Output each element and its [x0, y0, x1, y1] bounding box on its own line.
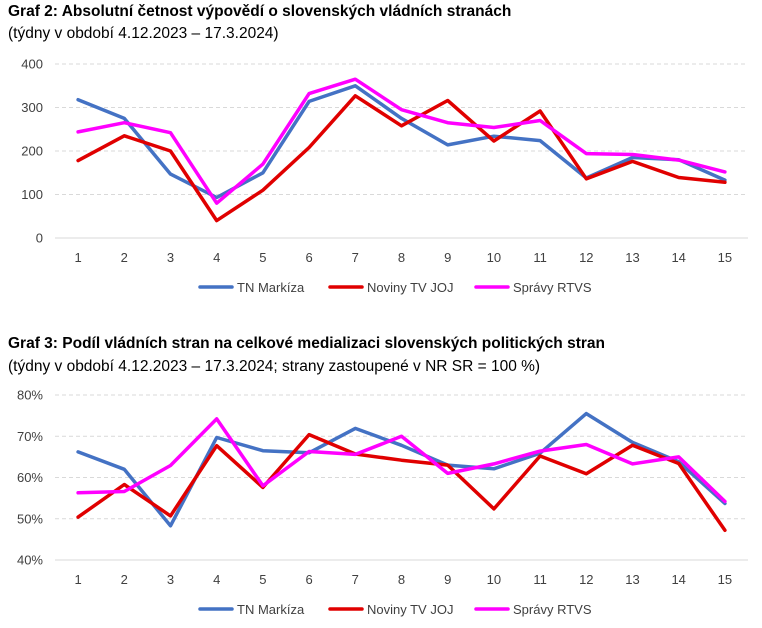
x-tick-label: 11 [533, 250, 547, 265]
x-tick-label: 6 [305, 572, 312, 587]
legend-label: TN Markíza [237, 280, 305, 295]
y-tick-label: 0 [36, 231, 43, 246]
chart-subtitle: (týdny v období 4.12.2023 – 17.3.2024) [8, 25, 279, 42]
x-tick-label: 12 [579, 572, 593, 587]
y-tick-label: 70% [17, 429, 43, 444]
x-tick-label: 8 [398, 250, 405, 265]
chart-subtitle: (týdny v období 4.12.2023 – 17.3.2024; s… [8, 358, 541, 375]
legend-label: Správy RTVS [513, 602, 592, 617]
x-tick-label: 15 [718, 572, 732, 587]
y-tick-label: 200 [21, 144, 43, 159]
chart-graf-2: 0 100 200 300 400 1 2 3 4 5 6 7 8 9 10 11 12 13 14 15 TN Mar… [8, 3, 748, 295]
x-tick-label: 6 [305, 250, 312, 265]
y-tick-label: 100 [21, 187, 43, 202]
x-tick-label: 4 [213, 572, 220, 587]
x-tick-label: 2 [121, 250, 128, 265]
x-tick-label: 12 [579, 250, 593, 265]
y-tick-label: 40% [17, 553, 43, 568]
series-line-noviny-tv-joj [76, 94, 727, 223]
x-tick-label: 10 [487, 250, 501, 265]
x-tick-label: 7 [352, 572, 359, 587]
x-tick-label: 3 [167, 572, 174, 587]
y-tick-label: 60% [17, 470, 43, 485]
y-tick-label: 300 [21, 100, 43, 115]
y-tick-label: 400 [21, 57, 43, 72]
x-tick-label: 14 [671, 250, 685, 265]
x-tick-label: 14 [671, 572, 685, 587]
y-tick-label: 50% [17, 511, 43, 526]
chart-title: Graf 3: Podíl vládních stran na celkové … [8, 335, 605, 352]
series-line-tn-mark-za [76, 411, 727, 528]
x-tick-label: 10 [487, 572, 501, 587]
series-line-noviny-tv-joj [76, 432, 727, 533]
chart-graf-3: 40% 50% 60% 70% 80% 1 2 3 4 5 6 7 8 9 10 11 12 13 14 15 TN M… [0, 332, 762, 628]
legend-label: Noviny TV JOJ [367, 280, 453, 295]
x-tick-label: 15 [718, 250, 732, 265]
x-tick-label: 7 [352, 250, 359, 265]
legend-label: Správy RTVS [513, 280, 592, 295]
y-tick-label: 80% [17, 388, 43, 403]
series-line-spr-vy-rtvs [76, 77, 727, 205]
x-tick-label: 11 [533, 572, 547, 587]
x-tick-label: 13 [625, 572, 639, 587]
x-tick-label: 8 [398, 572, 405, 587]
series-line-tn-mark-za [76, 84, 727, 200]
x-tick-label: 9 [444, 572, 451, 587]
legend-label: Noviny TV JOJ [367, 602, 453, 617]
x-tick-label: 3 [167, 250, 174, 265]
x-tick-label: 4 [213, 250, 220, 265]
series-line-spr-vy-rtvs [76, 417, 727, 504]
x-tick-label: 1 [74, 250, 81, 265]
legend-label: TN Markíza [237, 602, 305, 617]
chart-title: Graf 2: Absolutní četnost výpovědí o slo… [8, 3, 512, 20]
x-tick-label: 5 [259, 250, 266, 265]
x-tick-label: 9 [444, 250, 451, 265]
x-tick-label: 1 [74, 572, 81, 587]
x-tick-label: 2 [121, 572, 128, 587]
x-tick-label: 13 [625, 250, 639, 265]
x-tick-label: 5 [259, 572, 266, 587]
